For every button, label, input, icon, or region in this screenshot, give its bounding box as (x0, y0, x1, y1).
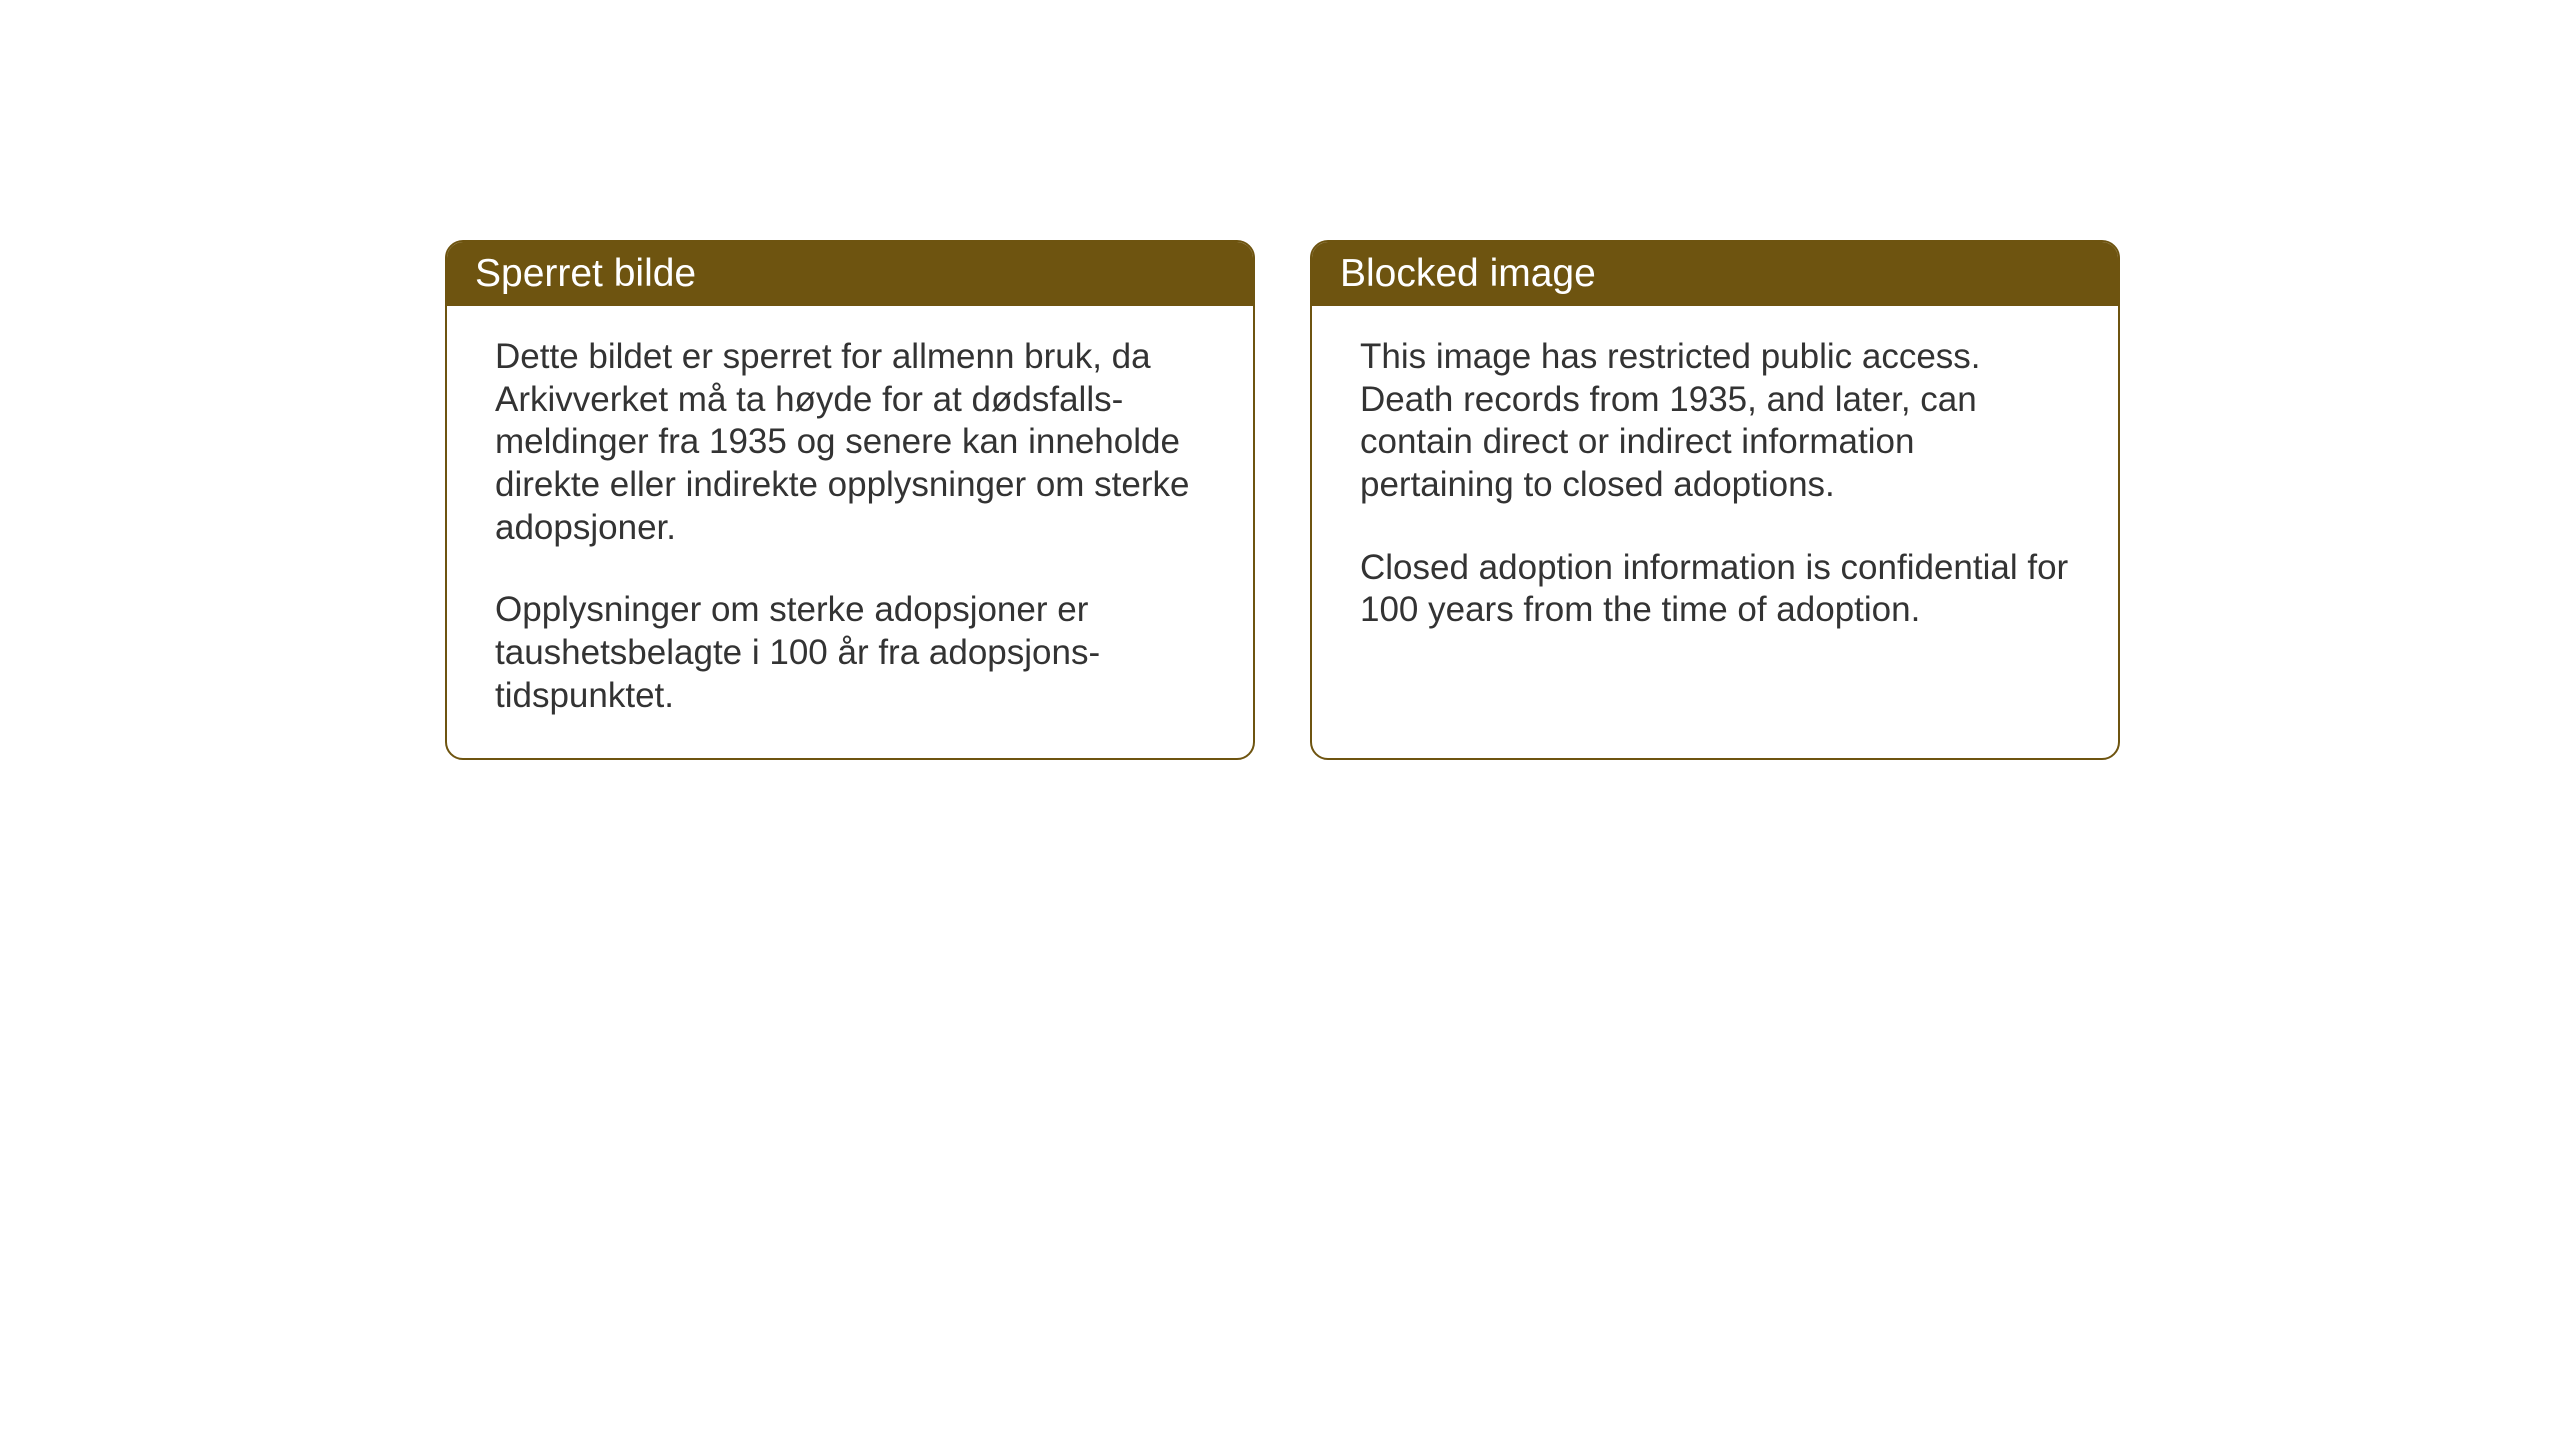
card-header-norwegian: Sperret bilde (447, 242, 1253, 306)
card-body-norwegian: Dette bildet er sperret for allmenn bruk… (447, 306, 1253, 758)
card-container: Sperret bilde Dette bildet er sperret fo… (445, 240, 2120, 760)
card-body-english: This image has restricted public access.… (1312, 306, 2118, 740)
card-norwegian: Sperret bilde Dette bildet er sperret fo… (445, 240, 1255, 760)
paragraph-norwegian-2: Opplysninger om sterke adopsjoner er tau… (495, 589, 1205, 717)
paragraph-english-1: This image has restricted public access.… (1360, 336, 2070, 507)
paragraph-norwegian-1: Dette bildet er sperret for allmenn bruk… (495, 336, 1205, 549)
card-header-english: Blocked image (1312, 242, 2118, 306)
card-english: Blocked image This image has restricted … (1310, 240, 2120, 760)
paragraph-english-2: Closed adoption information is confident… (1360, 547, 2070, 632)
